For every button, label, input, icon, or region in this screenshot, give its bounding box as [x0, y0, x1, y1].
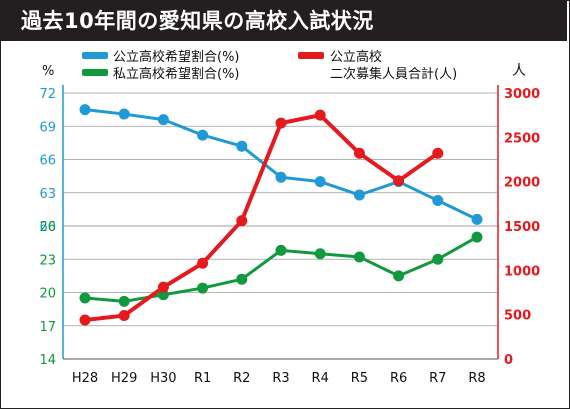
right-axis-unit: 人 — [512, 63, 526, 79]
data-point-entrants — [314, 109, 326, 121]
data-point-public — [353, 189, 365, 201]
left-tick-label: 14 — [39, 353, 56, 368]
series-lines — [84, 108, 478, 322]
x-tick-label: R8 — [468, 371, 485, 386]
legend-swatch-entrants — [298, 52, 324, 59]
left-tick-label: 69 — [39, 120, 56, 135]
data-point-public — [275, 171, 287, 183]
data-point-public — [118, 108, 130, 120]
left-tick-label: 63 — [39, 187, 56, 202]
data-point-public — [471, 213, 483, 225]
data-point-private — [393, 270, 405, 282]
x-tick-label: R2 — [233, 371, 250, 386]
x-tick-label: R3 — [272, 371, 289, 386]
data-point-public — [197, 129, 209, 141]
data-point-private — [236, 273, 248, 285]
legend-entrants-label-1: 公立高校 — [330, 49, 382, 65]
right-tick-label: 0 — [504, 353, 513, 368]
legend-swatch-private — [82, 69, 108, 76]
data-point-private — [471, 231, 483, 243]
data-point-private — [157, 289, 169, 301]
data-point-entrants — [275, 117, 287, 129]
x-tick-label: R1 — [194, 371, 211, 386]
data-point-public — [432, 195, 444, 207]
legend: 公立高校希望割合(%) 私立高校希望割合(%) 公立高校 二次募集人員合計(人) — [82, 49, 457, 82]
x-tick-label: R7 — [429, 371, 446, 386]
right-tick-label: 1000 — [504, 264, 540, 279]
data-point-private — [197, 282, 209, 294]
series-line-entrants — [84, 113, 439, 322]
legend-public-label: 公立高校希望割合(%) — [113, 49, 240, 65]
data-point-entrants — [157, 281, 169, 293]
data-point-entrants — [393, 175, 405, 187]
data-point-entrants — [118, 310, 130, 322]
data-point-private — [314, 248, 326, 260]
left-tick-label: 66 — [39, 154, 56, 169]
right-tick-label: 2500 — [504, 131, 540, 146]
right-tick-label: 3000 — [504, 87, 540, 102]
left-tick-label: 17 — [39, 320, 56, 335]
data-point-public — [79, 104, 91, 116]
right-tick-label: 1500 — [504, 220, 540, 235]
left-tick-label: 60 — [39, 220, 56, 235]
right-tick-label: 500 — [504, 309, 531, 324]
data-point-entrants — [432, 147, 444, 159]
series-points — [79, 104, 483, 326]
right-tick-label: 2000 — [504, 176, 540, 191]
legend-entrants-label-2: 二次募集人員合計(人) — [330, 66, 457, 82]
legend-swatch-public — [82, 52, 108, 59]
data-point-private — [353, 251, 365, 263]
left-tick-label: 20 — [39, 287, 56, 302]
left-axis-unit: % — [42, 64, 54, 79]
x-tick-label: R5 — [351, 371, 368, 386]
chart-title: 過去10年間の愛知県の高校入試状況 — [1, 1, 567, 41]
x-tick-label: R6 — [390, 371, 407, 386]
data-point-private — [79, 292, 91, 304]
data-point-public — [314, 176, 326, 188]
data-point-public — [157, 114, 169, 126]
data-point-private — [432, 253, 444, 265]
left-tick-label: 23 — [39, 253, 56, 268]
data-point-entrants — [353, 147, 365, 159]
x-tick-label: R4 — [312, 371, 329, 386]
left-tick-label: 72 — [39, 87, 56, 102]
data-point-private — [118, 295, 130, 307]
x-tick-label: H28 — [72, 371, 98, 386]
data-point-entrants — [197, 257, 209, 269]
axes — [62, 85, 499, 360]
data-point-entrants — [236, 215, 248, 227]
legend-private-label: 私立高校希望割合(%) — [113, 66, 240, 82]
x-tick-label: H29 — [111, 371, 137, 386]
data-point-entrants — [79, 314, 91, 326]
left-tick-label: 26 — [39, 220, 56, 235]
data-point-public — [236, 140, 248, 152]
x-tick-label: H30 — [150, 371, 176, 386]
data-point-private — [275, 244, 287, 256]
